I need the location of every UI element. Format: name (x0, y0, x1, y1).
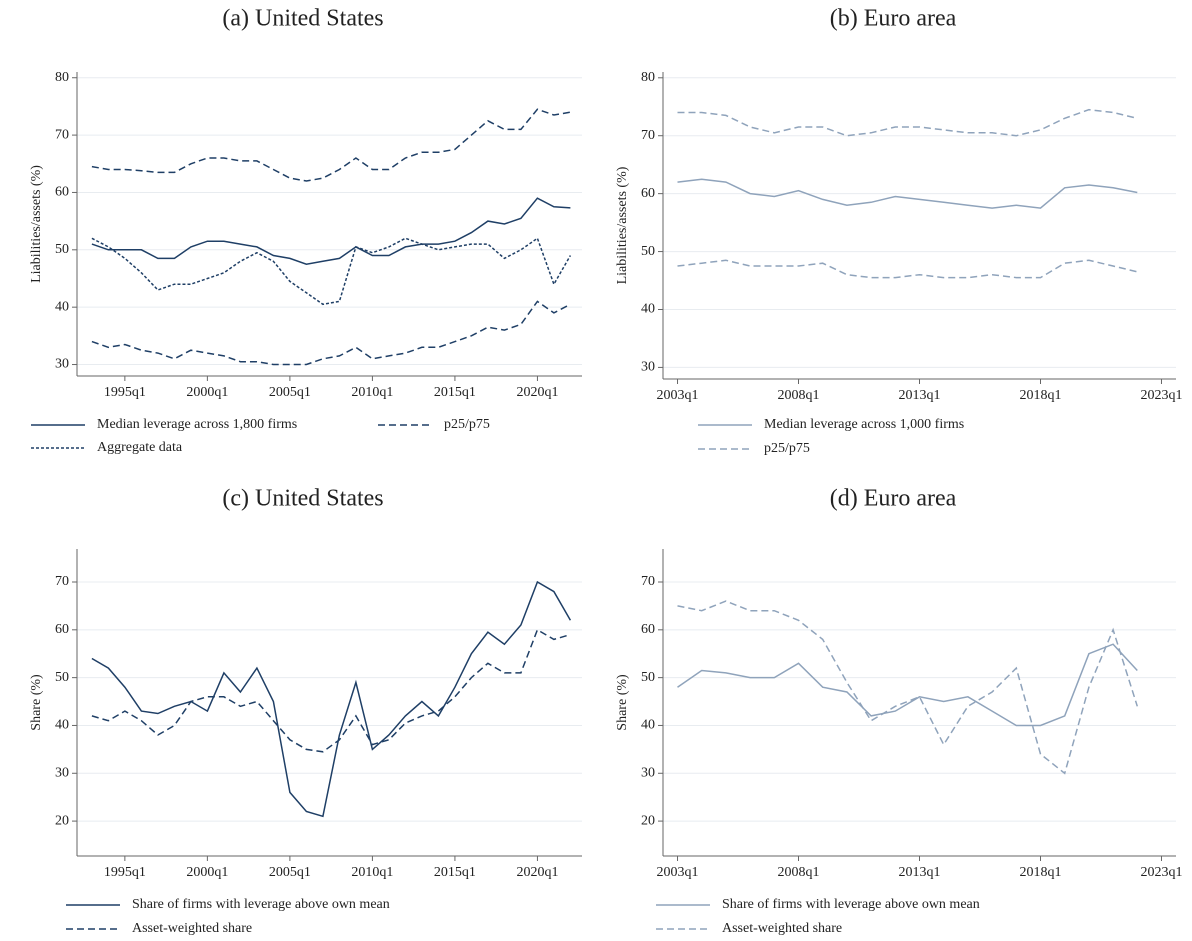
series-line (91, 628, 571, 753)
y-tick-label: 80 (641, 70, 655, 85)
series-line (677, 259, 1138, 279)
x-tick-label: 2013q1 (899, 388, 941, 403)
series-line (91, 108, 571, 182)
y-tick-label: 70 (641, 128, 655, 143)
x-tick-label: 1995q1 (104, 865, 146, 880)
legend-label: Asset-weighted share (722, 921, 842, 936)
x-tick-label: 2008q1 (778, 388, 820, 403)
x-tick-label: 2005q1 (269, 385, 311, 400)
y-tick-label: 50 (641, 244, 655, 259)
x-tick-label: 2000q1 (186, 385, 228, 400)
legend-label: p25/p75 (444, 417, 490, 432)
x-tick-label: 2010q1 (351, 385, 393, 400)
series-line (677, 600, 1139, 775)
x-tick-label: 2020q1 (516, 865, 558, 880)
x-tick-label: 2015q1 (434, 865, 476, 880)
y-axis-label: Liabilities/assets (%) (29, 165, 44, 283)
series-line (677, 178, 1138, 209)
x-tick-label: 2020q1 (516, 385, 558, 400)
series-line (91, 300, 571, 366)
x-tick-label: 2023q1 (1140, 388, 1182, 403)
y-tick-label: 60 (55, 622, 69, 637)
series-line (91, 237, 572, 306)
legend-label: Aggregate data (97, 440, 183, 455)
panel-title: (d) Euro area (830, 486, 957, 512)
y-tick-label: 40 (641, 718, 655, 733)
y-tick-label: 60 (55, 185, 69, 200)
x-tick-label: 2018q1 (1019, 865, 1061, 880)
x-tick-label: 2000q1 (186, 865, 228, 880)
series-line (91, 580, 572, 818)
x-tick-label: 2003q1 (657, 865, 699, 880)
y-tick-label: 50 (55, 242, 69, 257)
legend-label: Share of firms with leverage above own m… (722, 897, 980, 912)
y-tick-label: 30 (55, 765, 69, 780)
x-tick-label: 2005q1 (269, 865, 311, 880)
y-tick-label: 80 (55, 70, 69, 85)
x-tick-label: 2015q1 (434, 385, 476, 400)
y-tick-label: 40 (55, 718, 69, 733)
x-tick-label: 2023q1 (1140, 865, 1182, 880)
legend-label: Asset-weighted share (132, 921, 252, 936)
panel-title: (b) Euro area (830, 6, 957, 32)
y-tick-label: 70 (55, 574, 69, 589)
y-tick-label: 70 (641, 574, 655, 589)
y-tick-label: 50 (641, 670, 655, 685)
legend-label: Median leverage across 1,000 firms (764, 417, 964, 432)
legend-label: Share of firms with leverage above own m… (132, 897, 390, 912)
x-tick-label: 2008q1 (778, 865, 820, 880)
y-tick-label: 60 (641, 622, 655, 637)
y-tick-label: 30 (55, 357, 69, 372)
y-axis-label: Liabilities/assets (%) (615, 166, 630, 284)
y-axis-label: Share (%) (29, 674, 44, 731)
y-tick-label: 20 (641, 813, 655, 828)
y-tick-label: 60 (641, 186, 655, 201)
panel-title: (a) United States (222, 6, 383, 32)
x-tick-label: 2013q1 (899, 865, 941, 880)
y-tick-label: 40 (641, 302, 655, 317)
series-line (677, 108, 1138, 137)
series-line (677, 643, 1138, 727)
y-tick-label: 20 (55, 813, 69, 828)
y-tick-label: 40 (55, 299, 69, 314)
x-tick-label: 2018q1 (1019, 388, 1061, 403)
series-line (91, 197, 571, 265)
y-tick-label: 70 (55, 127, 69, 142)
x-tick-label: 1995q1 (104, 385, 146, 400)
y-tick-label: 30 (641, 765, 655, 780)
y-tick-label: 50 (55, 670, 69, 685)
y-axis-label: Share (%) (615, 674, 630, 731)
panel-title: (c) United States (222, 486, 383, 512)
y-tick-label: 30 (641, 360, 655, 375)
legend-label: Median leverage across 1,800 firms (97, 417, 297, 432)
x-tick-label: 2003q1 (657, 388, 699, 403)
legend-label: p25/p75 (764, 441, 810, 456)
x-tick-label: 2010q1 (351, 865, 393, 880)
